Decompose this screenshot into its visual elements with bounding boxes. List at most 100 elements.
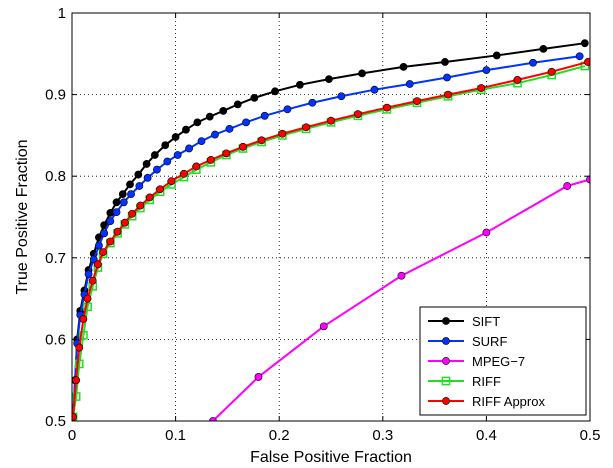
data-point	[443, 73, 451, 82]
data-point	[399, 62, 408, 71]
data-point	[250, 93, 259, 102]
data-point	[358, 69, 366, 78]
data-point	[74, 359, 84, 369]
data-point	[442, 357, 450, 365]
series-layer	[72, 39, 590, 421]
data-point	[161, 141, 170, 150]
data-point	[179, 169, 188, 178]
data-point	[513, 76, 522, 84]
data-point	[75, 343, 84, 352]
data-point	[539, 45, 548, 53]
data-point	[88, 276, 97, 285]
data-point	[112, 208, 121, 217]
data-point	[383, 103, 391, 112]
x-tick-label: 0.3	[372, 427, 393, 444]
data-point	[370, 85, 379, 94]
data-point	[327, 116, 335, 125]
axis-ticks	[71, 12, 591, 422]
data-point	[193, 118, 202, 127]
data-point	[547, 67, 556, 76]
x-tick-label: 0.2	[269, 427, 290, 444]
data-point	[135, 182, 144, 190]
data-point	[482, 66, 491, 75]
y-tick-label: 0.6	[45, 331, 66, 348]
data-point	[397, 271, 406, 280]
legend-label: RIFF	[472, 374, 501, 389]
data-point	[492, 51, 501, 60]
data-point	[271, 87, 279, 96]
data-point	[83, 294, 92, 303]
data-point	[106, 217, 115, 225]
x-tick-label: 0.4	[476, 427, 497, 444]
legend-item: RIFF	[428, 374, 501, 389]
data-point	[222, 149, 231, 158]
data-point	[442, 337, 450, 345]
legend: SIFT SURF MPEG−7 RIFF RIFF Approx	[419, 306, 587, 416]
data-point	[413, 97, 421, 106]
series-mpeg-7	[208, 175, 590, 421]
data-point	[319, 322, 328, 331]
legend-item: MPEG−7	[428, 354, 525, 369]
data-point	[127, 190, 135, 199]
data-point	[94, 260, 102, 269]
data-point	[211, 130, 219, 139]
y-tick-label: 1	[58, 5, 66, 22]
data-point	[118, 190, 127, 199]
data-point	[84, 270, 93, 279]
data-point	[112, 198, 121, 207]
data-point	[142, 160, 151, 168]
y-tick-label: 0.7	[45, 250, 66, 267]
legend-item: RIFF Approx	[428, 394, 545, 409]
data-point	[302, 123, 311, 132]
legend-label: SIFT	[472, 314, 500, 329]
data-point	[72, 392, 81, 401]
data-point	[325, 75, 333, 83]
data-point	[563, 182, 572, 190]
data-point	[197, 137, 206, 146]
data-point	[99, 248, 107, 256]
data-point	[477, 84, 486, 92]
x-tick-label: 0.1	[165, 427, 186, 444]
grid-lines	[72, 13, 590, 421]
series-surf	[72, 52, 584, 421]
data-point	[296, 80, 304, 89]
data-point	[134, 170, 143, 179]
y-tick-label: 0.5	[45, 413, 66, 430]
y-axis-title: True Positive Fraction	[14, 139, 31, 294]
legend-item: SIFT	[428, 314, 500, 329]
data-point	[405, 80, 414, 88]
data-point	[79, 315, 88, 323]
data-point	[163, 157, 172, 166]
data-point	[126, 180, 134, 189]
data-point	[72, 413, 77, 421]
data-point	[145, 193, 154, 202]
data-point	[113, 227, 122, 236]
data-point	[205, 112, 214, 121]
data-point	[575, 52, 584, 61]
data-point	[153, 165, 161, 174]
data-point	[100, 229, 109, 238]
data-point	[156, 185, 164, 194]
data-point	[206, 155, 215, 164]
data-point	[586, 175, 590, 184]
x-tick-label: 0.5	[580, 427, 601, 444]
data-point	[442, 397, 450, 405]
data-point	[254, 373, 263, 381]
data-point	[233, 100, 242, 109]
data-point	[150, 151, 159, 159]
data-point	[444, 90, 452, 99]
data-point	[442, 317, 450, 325]
data-point	[239, 142, 247, 151]
data-point	[257, 136, 266, 145]
data-point	[219, 107, 228, 115]
data-point	[278, 129, 287, 138]
data-point	[143, 173, 152, 182]
data-point	[283, 105, 292, 114]
data-point	[120, 218, 129, 227]
series-riff-approx	[72, 58, 590, 421]
x-axis-title: False Positive Fraction	[250, 449, 412, 466]
legend-item: SURF	[428, 334, 507, 349]
data-point	[79, 330, 88, 340]
plot-frame	[71, 12, 591, 422]
data-point	[482, 228, 491, 237]
